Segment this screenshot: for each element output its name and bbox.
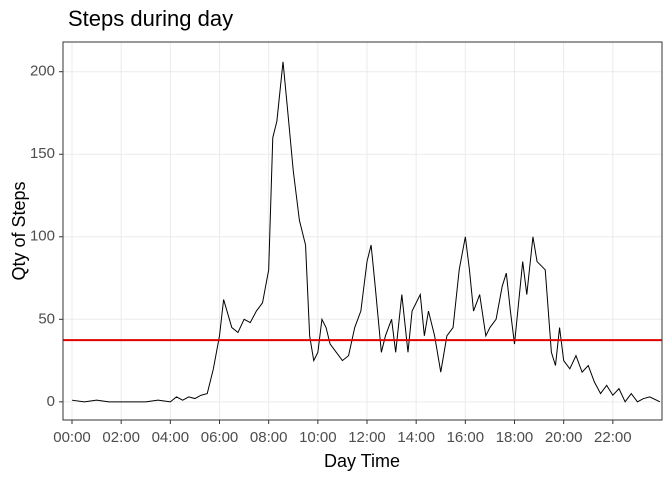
x-tick-label: 14:00 — [397, 429, 435, 446]
x-tick-label: 18:00 — [496, 429, 534, 446]
y-tick-label: 200 — [30, 63, 55, 80]
y-tick-label: 150 — [30, 145, 55, 162]
x-tick-label: 12:00 — [348, 429, 386, 446]
data-line — [71, 61, 661, 403]
chart-title: Steps during day — [68, 6, 233, 31]
x-axis-label: Day Time — [324, 451, 400, 471]
y-tick-label: 100 — [30, 228, 55, 245]
x-tick-label: 04:00 — [152, 429, 190, 446]
x-tick-label: 10:00 — [299, 429, 337, 446]
y-axis-label: Qty of Steps — [9, 181, 29, 280]
x-tick-label: 16:00 — [447, 429, 485, 446]
y-tick-label: 50 — [38, 310, 55, 327]
x-tick-label: 08:00 — [250, 429, 288, 446]
x-tick-label: 02:00 — [102, 429, 140, 446]
panel-border — [62, 41, 663, 421]
x-tick-label: 20:00 — [545, 429, 583, 446]
y-tick-label: 0 — [47, 393, 55, 410]
x-tick-label: 22:00 — [594, 429, 632, 446]
x-tick-label: 00:00 — [53, 429, 91, 446]
x-tick-label: 06:00 — [201, 429, 239, 446]
